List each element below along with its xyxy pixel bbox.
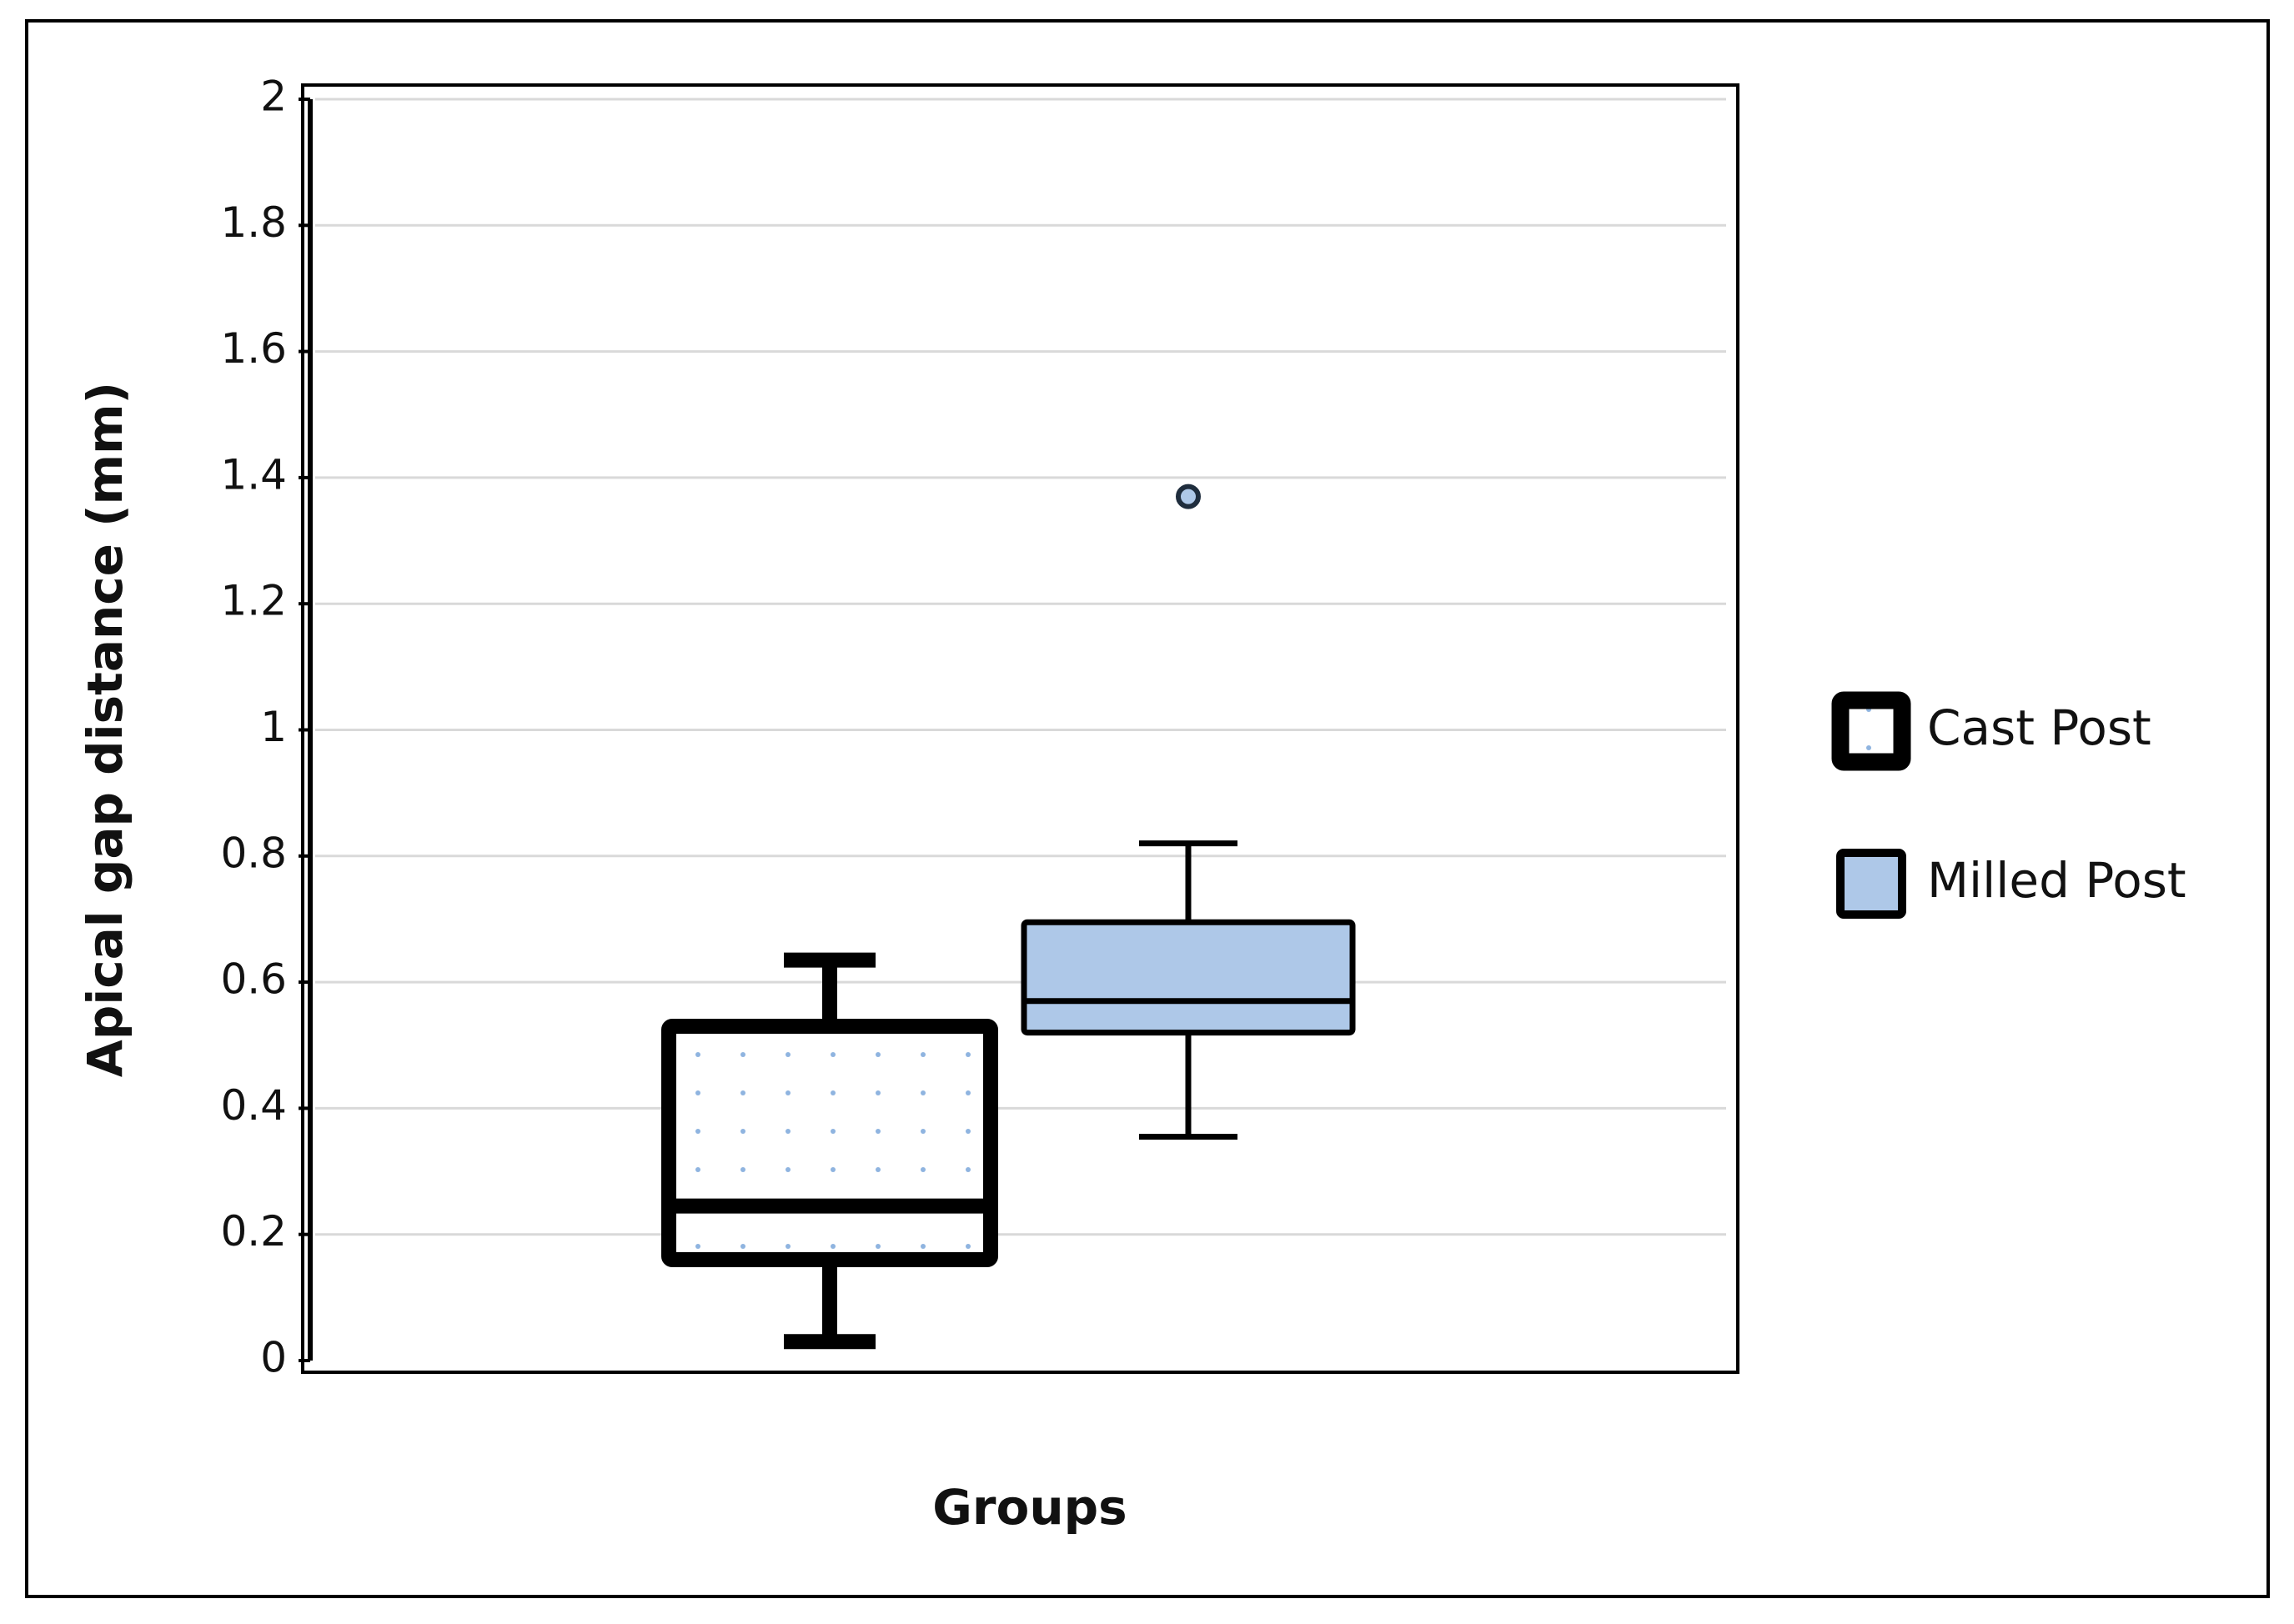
y-tick-label: 0.6 [220, 955, 287, 1004]
y-tick-label: 2 [260, 73, 287, 121]
y-tick-label: 1.6 [220, 324, 287, 373]
legend-label: Cast Post [1927, 699, 2151, 756]
y-tick-label: 1.8 [220, 198, 287, 247]
y-tick-label: 1 [260, 703, 287, 751]
y-tick-label: 1.2 [220, 577, 287, 625]
y-tick-label: 0.8 [220, 829, 287, 877]
outlier [1176, 484, 1201, 509]
y-tick-label: 0 [260, 1334, 287, 1382]
box [1021, 919, 1356, 1036]
x-axis-title: Groups [932, 1479, 1127, 1536]
y-tick-label: 0.4 [220, 1081, 287, 1130]
y-tick-label: 1.4 [220, 450, 287, 499]
y-tick-label: 0.2 [220, 1207, 287, 1256]
legend-label: Milled Post [1927, 852, 2186, 909]
legend-swatch [1836, 849, 1906, 919]
box [661, 1019, 998, 1267]
legend-swatch [1831, 691, 1911, 771]
y-axis-title: Apical gap distance (mm) [77, 382, 133, 1077]
